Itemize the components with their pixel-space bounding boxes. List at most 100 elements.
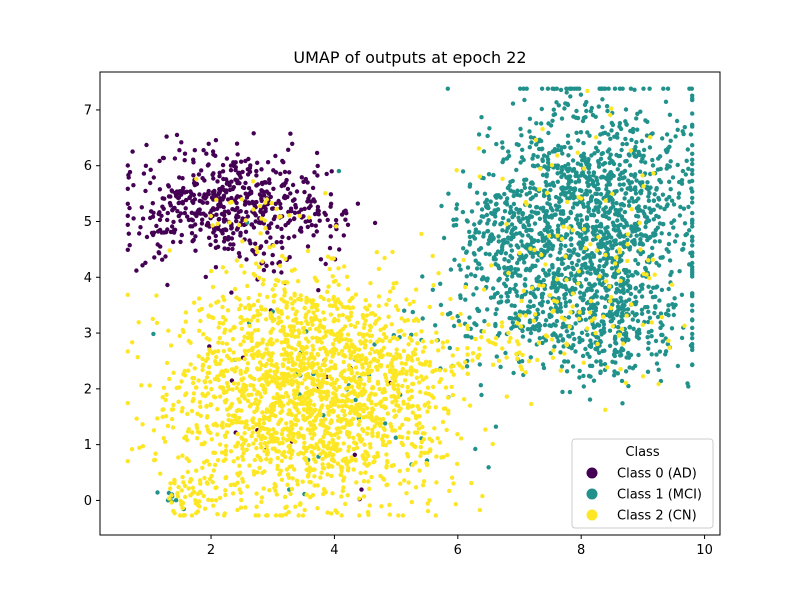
- scatter-point: [623, 299, 629, 304]
- scatter-point: [664, 166, 669, 171]
- scatter-point: [620, 217, 625, 222]
- scatter-point: [540, 309, 546, 315]
- scatter-point: [242, 356, 247, 362]
- scatter-point: [588, 242, 593, 247]
- scatter-point: [596, 186, 601, 192]
- scatter-point: [680, 129, 685, 134]
- scatter-point: [567, 299, 573, 304]
- scatter-point: [139, 383, 144, 388]
- scatter-point: [306, 361, 311, 366]
- scatter-point: [467, 234, 473, 240]
- scatter-point: [361, 494, 367, 499]
- scatter-point: [323, 191, 328, 196]
- scatter-point: [630, 229, 635, 234]
- scatter-point: [261, 204, 267, 210]
- scatter-point: [137, 445, 142, 450]
- scatter-point: [339, 468, 344, 474]
- scatter-point: [445, 339, 450, 344]
- scatter-point: [469, 480, 474, 486]
- scatter-point: [302, 365, 307, 370]
- scatter-point: [304, 492, 309, 497]
- scatter-point: [623, 331, 629, 336]
- scatter-point: [364, 313, 370, 318]
- scatter-point: [405, 389, 410, 394]
- scatter-point: [568, 287, 573, 293]
- scatter-point: [576, 269, 581, 274]
- scatter-point: [223, 452, 228, 457]
- scatter-point: [243, 505, 248, 510]
- scatter-point: [259, 216, 264, 221]
- scatter-point: [608, 305, 614, 311]
- scatter-point: [147, 383, 152, 388]
- scatter-point: [140, 444, 146, 449]
- scatter-point: [321, 335, 326, 340]
- scatter-point: [193, 498, 198, 503]
- scatter-point: [503, 350, 508, 356]
- scatter-point: [549, 337, 555, 342]
- scatter-point: [198, 404, 203, 409]
- scatter-point: [312, 211, 318, 217]
- scatter-point: [573, 286, 578, 292]
- scatter-point: [285, 482, 290, 487]
- scatter-point: [295, 334, 301, 339]
- scatter-point: [597, 229, 603, 234]
- scatter-point: [493, 342, 498, 347]
- scatter-point: [255, 327, 261, 333]
- scatter-point: [265, 294, 270, 300]
- scatter-point: [363, 318, 368, 323]
- scatter-point: [288, 296, 293, 301]
- scatter-point: [247, 323, 252, 329]
- scatter-point: [273, 488, 278, 493]
- scatter-point: [219, 450, 225, 455]
- scatter-point: [343, 501, 348, 507]
- scatter-point: [212, 462, 218, 468]
- scatter-point: [199, 221, 205, 226]
- scatter-point: [279, 477, 285, 482]
- scatter-point: [362, 461, 367, 466]
- scatter-point: [344, 403, 349, 409]
- scatter-point: [531, 318, 536, 323]
- scatter-point: [218, 358, 224, 363]
- scatter-point: [500, 346, 505, 351]
- scatter-point: [339, 513, 344, 518]
- scatter-point: [301, 361, 306, 366]
- chart-title: UMAP of outputs at epoch 22: [293, 48, 526, 67]
- scatter-point: [506, 236, 511, 241]
- scatter-point: [304, 345, 309, 350]
- scatter-point: [376, 294, 382, 299]
- scatter-point: [315, 173, 320, 178]
- scatter-point: [531, 153, 536, 158]
- scatter-point: [654, 352, 659, 357]
- scatter-point: [288, 374, 293, 379]
- scatter-point: [346, 448, 351, 453]
- scatter-point: [690, 124, 695, 129]
- scatter-point: [394, 304, 399, 309]
- scatter-point: [570, 205, 576, 210]
- scatter-point: [340, 393, 345, 398]
- scatter-point: [392, 386, 397, 392]
- scatter-point: [425, 508, 431, 514]
- scatter-point: [594, 289, 600, 294]
- scatter-point: [308, 355, 313, 360]
- scatter-point: [457, 263, 462, 268]
- scatter-point: [338, 328, 343, 334]
- scatter-point: [192, 211, 197, 216]
- scatter-point: [472, 252, 477, 257]
- scatter-point: [277, 263, 283, 268]
- scatter-point: [202, 440, 207, 445]
- scatter-point: [235, 194, 240, 199]
- scatter-point: [319, 470, 324, 475]
- scatter-point: [379, 404, 384, 409]
- scatter-point: [255, 353, 260, 359]
- scatter-point: [273, 201, 278, 206]
- scatter-point: [233, 357, 239, 362]
- scatter-point: [557, 204, 562, 209]
- scatter-point: [656, 214, 661, 220]
- scatter-point: [264, 409, 269, 415]
- scatter-point: [355, 371, 360, 376]
- scatter-point: [226, 210, 232, 216]
- scatter-point: [658, 311, 664, 316]
- scatter-point: [529, 209, 534, 214]
- scatter-point: [490, 441, 495, 447]
- scatter-point: [126, 231, 131, 236]
